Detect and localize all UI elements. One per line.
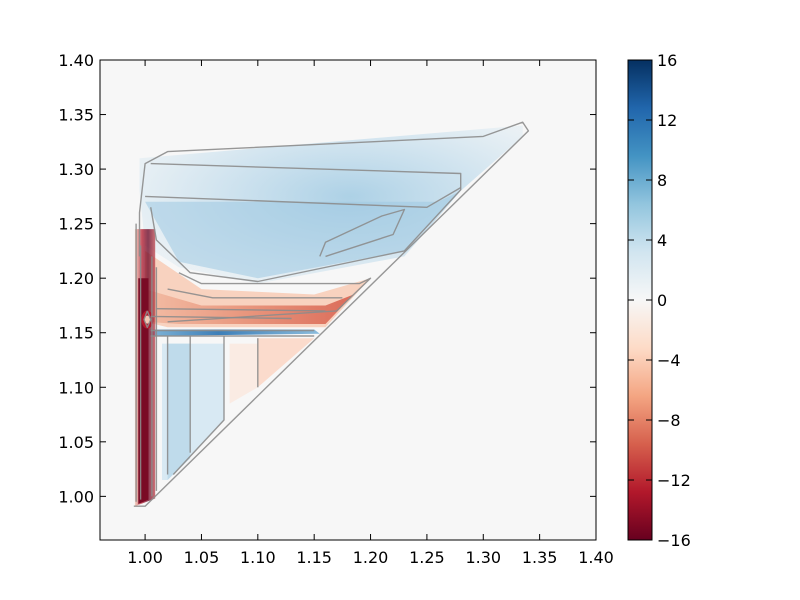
y-tick-label: 1.25 [58,215,94,234]
x-tick-label: 1.35 [522,548,558,567]
positive-column-core [167,343,191,480]
contour-col-3 [172,336,225,475]
x-tick-label: 1.00 [127,548,163,567]
contour-neg-2 [167,288,343,299]
y-tick-label: 1.30 [58,160,94,179]
colorbar-tick-label: −8 [657,411,681,430]
x-tick-label: 1.20 [353,548,389,567]
x-tick-label: 1.05 [184,548,220,567]
contour-outer [133,121,530,507]
plateau-core [145,190,461,279]
x-tick-label: 1.25 [409,548,445,567]
contour-neg-4 [150,315,292,320]
colorbar-tick-label: 0 [657,291,667,310]
colorbar-tick-label: 16 [657,51,677,70]
x-tick-label: 1.40 [578,548,614,567]
x-tick-label: 1.30 [465,548,501,567]
x-tick-label: 1.15 [296,548,332,567]
y-tick-label: 1.35 [58,106,94,125]
colorbar-tick-label: 8 [657,171,667,190]
plot-area [100,60,596,540]
x-tick-label: 1.10 [240,548,276,567]
heatmap-field [134,125,523,507]
colorbar-tick-label: −16 [657,531,691,550]
contour-inner [319,208,406,258]
axes-frame [99,59,597,541]
y-tick-label: 1.10 [58,378,94,397]
y-tick-label: 1.15 [58,324,94,343]
negative-band [145,289,354,324]
y-tick-label: 1.20 [58,269,94,288]
contour-peak [143,310,152,328]
contour-plateau-top [145,186,462,209]
colorbar: 16 12 8 4 0 −4 −8 −12 −16 [627,51,691,550]
ridge-peak-center [144,315,151,324]
colorbar-ticks: 16 12 8 4 0 −4 −8 −12 −16 [628,51,691,550]
colorbar-tick-label: 12 [657,111,677,130]
y-tick-label: 1.00 [58,487,94,506]
negative-patch-tail [229,343,258,404]
y-tick-label: 1.05 [58,433,94,452]
colorbar-tick-label: 4 [657,231,667,250]
contour-plateau [150,162,462,283]
colorbar-tick-label: −12 [657,471,691,490]
contour-neg-3 [156,308,326,312]
x-axis: 1.00 1.05 1.10 1.15 1.20 1.25 1.30 1.35 1.40 [127,60,614,567]
contour-lines [133,121,530,507]
colorbar-tick-label: −4 [657,351,681,370]
y-tick-label: 1.40 [58,51,94,70]
contour-neg-1 [167,272,372,323]
negative-patch [257,338,315,388]
y-axis: 1.00 1.05 1.10 1.15 1.20 1.25 1.30 1.35 1.40 [58,51,596,506]
